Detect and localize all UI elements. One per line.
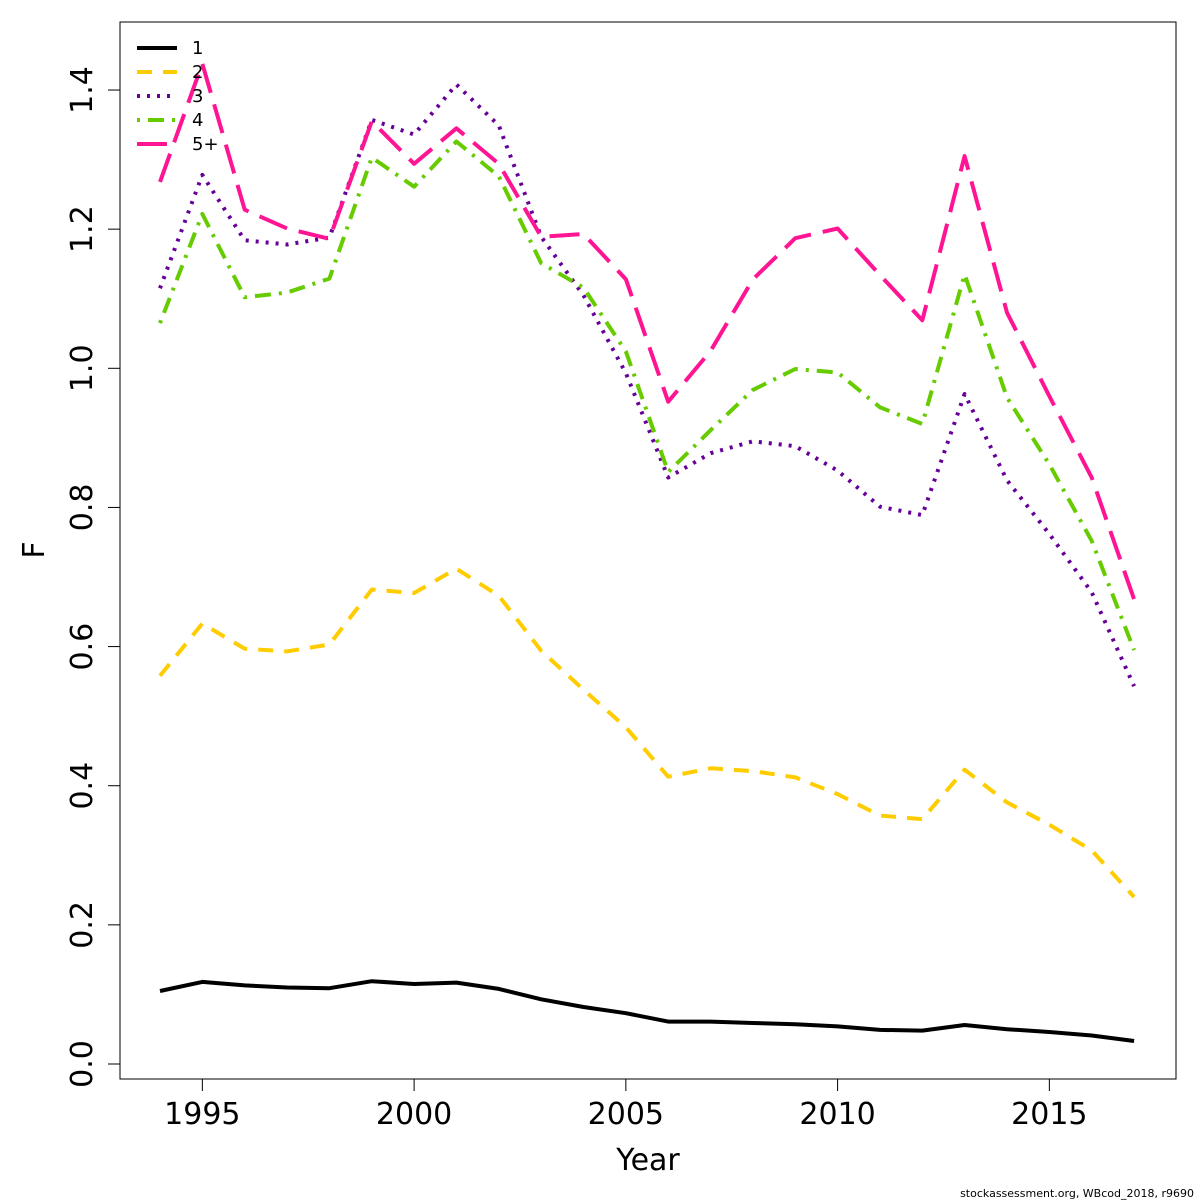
x-tick-label: 2000 [376, 1097, 452, 1132]
y-tick-label: 0.6 [65, 623, 100, 671]
x-axis: 1995 2000 2005 2010 2015 [164, 1078, 1088, 1132]
x-tick-label: 2010 [799, 1097, 875, 1132]
credit-text: stockassessment.org, WBcod_2018, r9690 [960, 1187, 1194, 1200]
y-tick-label: 0.0 [65, 1040, 100, 1088]
y-tick-label: 0.4 [65, 762, 100, 810]
series-line-5 [158, 61, 1136, 600]
x-axis-title: Year [615, 1143, 680, 1178]
x-tick-label: 1995 [164, 1097, 240, 1132]
legend-label-2: 2 [192, 62, 203, 83]
series-line-3 [158, 82, 1136, 688]
y-tick-label: 1.0 [65, 344, 100, 392]
x-tick-label: 2005 [588, 1097, 664, 1132]
legend-label-5: 5+ [192, 134, 219, 155]
plot-frame [119, 21, 1177, 1080]
series-lines [158, 61, 1136, 1043]
legend-label-3: 3 [192, 86, 203, 107]
y-axis-title: F [17, 541, 52, 558]
x-tick-label: 2015 [1011, 1097, 1087, 1132]
series-line-1 [159, 979, 1135, 1043]
series-line-4 [158, 139, 1136, 651]
legend-label-1: 1 [192, 38, 203, 59]
y-axis: 0.0 0.2 0.4 0.6 0.8 1.0 1.2 1.4 [65, 66, 121, 1088]
y-tick-label: 0.8 [65, 484, 100, 532]
y-tick-label: 1.4 [65, 66, 100, 114]
y-tick-label: 1.2 [65, 205, 100, 253]
y-tick-label: 0.2 [65, 901, 100, 949]
legend-label-4: 4 [192, 110, 203, 131]
legend: 1 2 3 4 5+ [137, 38, 219, 155]
series-line-2 [158, 566, 1136, 899]
